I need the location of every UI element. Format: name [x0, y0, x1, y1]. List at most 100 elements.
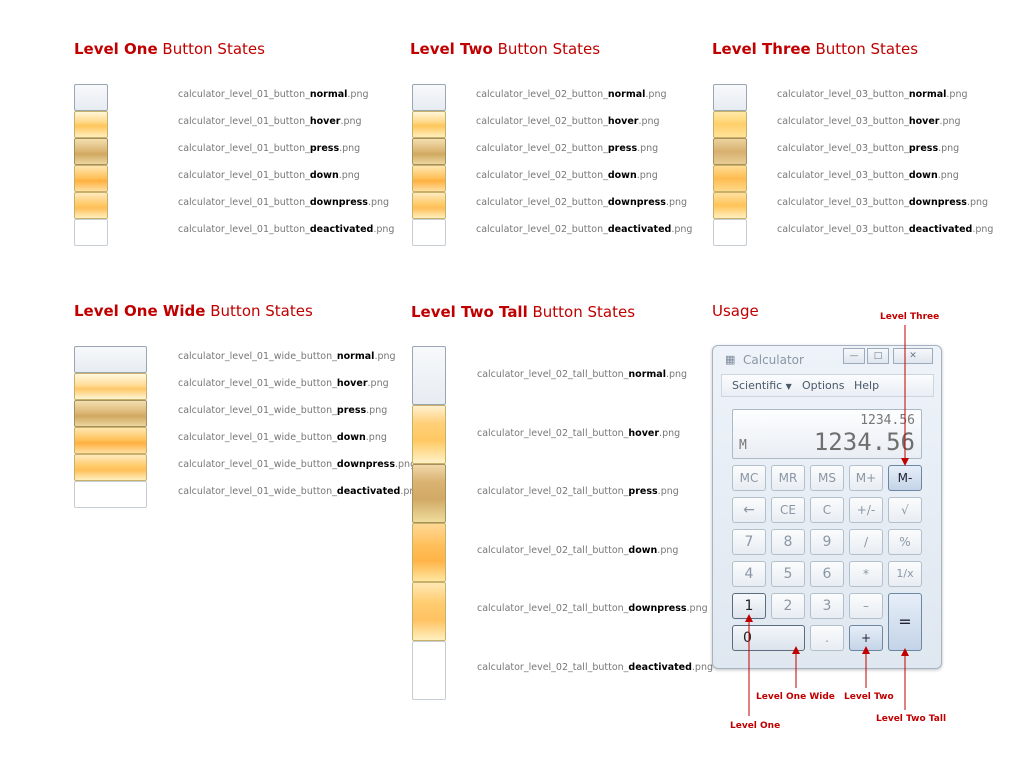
level-two-tall-title: Level Two Tall Button States	[411, 303, 636, 321]
level-one-normal-filename: calculator_level_01_button_normal.png	[178, 89, 369, 100]
level-one-title: Level One Button States	[74, 40, 265, 58]
key-0[interactable]: 0	[732, 625, 805, 651]
level-two-downpress-filename: calculator_level_02_button_downpress.png	[476, 197, 688, 208]
level-one-downpress-filename: calculator_level_01_button_downpress.png	[178, 197, 390, 208]
key-decimal[interactable]: .	[810, 625, 844, 651]
level-two-down-swatch	[412, 165, 446, 192]
level-two-tall-press-filename: calculator_level_02_tall_button_press.pn…	[477, 486, 679, 497]
level-one-wide-deactivated-swatch	[74, 481, 147, 508]
level-two-tall-hover-swatch	[412, 405, 446, 464]
level-three-hover-swatch	[713, 111, 747, 138]
level-one-down-swatch	[74, 165, 108, 192]
key-8[interactable]: 8	[771, 529, 805, 555]
level-three-down-swatch	[713, 165, 747, 192]
level-two-tall-normal-filename: calculator_level_02_tall_button_normal.p…	[477, 369, 688, 380]
annotation-level-three: Level Three	[880, 312, 940, 322]
level-one-wide-normal-swatch	[74, 346, 147, 373]
level-three-normal-filename: calculator_level_03_button_normal.png	[777, 89, 968, 100]
level-one-deactivated-swatch	[74, 219, 108, 246]
key-5[interactable]: 5	[771, 561, 805, 587]
level-two-press-filename: calculator_level_02_button_press.png	[476, 143, 659, 154]
key-subtract[interactable]: –	[849, 593, 883, 619]
key-plus-minus[interactable]: +/-	[849, 497, 883, 523]
level-one-hover-filename: calculator_level_01_button_hover.png	[178, 116, 362, 127]
key-ce[interactable]: CE	[771, 497, 805, 523]
calculator-titlebar: ▦ Calculator — □ ✕	[713, 346, 941, 372]
level-two-normal-swatch	[412, 84, 446, 111]
chevron-down-icon: ▼	[785, 382, 792, 391]
level-one-hover-swatch	[74, 111, 108, 138]
minimize-button[interactable]: —	[843, 348, 865, 364]
level-one-wide-hover-filename: calculator_level_01_wide_button_hover.pn…	[178, 378, 389, 389]
level-one-normal-swatch	[74, 84, 108, 111]
key-equals[interactable]: =	[888, 593, 922, 651]
level-three-down-filename: calculator_level_03_button_down.png	[777, 170, 959, 181]
key-sqrt[interactable]: √	[888, 497, 922, 523]
menu-scientific[interactable]: Scientific ▼	[732, 379, 792, 392]
key-ms[interactable]: MS	[810, 465, 844, 491]
key-4[interactable]: 4	[732, 561, 766, 587]
key-divide[interactable]: /	[849, 529, 883, 555]
level-one-wide-press-filename: calculator_level_01_wide_button_press.pn…	[178, 405, 388, 416]
level-one-press-swatch	[74, 138, 108, 165]
key-add[interactable]: +	[849, 625, 883, 651]
key-m-minus[interactable]: M-	[888, 465, 922, 491]
level-one-wide-down-filename: calculator_level_01_wide_button_down.png	[178, 432, 387, 443]
level-one-wide-down-swatch	[74, 427, 147, 454]
key-percent[interactable]: %	[888, 529, 922, 555]
close-button[interactable]: ✕	[893, 348, 933, 364]
level-three-downpress-swatch	[713, 192, 747, 219]
annotation-level-one: Level One	[730, 721, 781, 731]
level-two-deactivated-filename: calculator_level_02_button_deactivated.p…	[476, 224, 693, 235]
level-three-deactivated-swatch	[713, 219, 747, 246]
level-three-title: Level Three Button States	[712, 40, 919, 58]
key-6[interactable]: 6	[810, 561, 844, 587]
level-two-tall-deactivated-filename: calculator_level_02_tall_button_deactiva…	[477, 662, 714, 673]
level-two-press-swatch	[412, 138, 446, 165]
menu-help[interactable]: Help	[854, 379, 880, 392]
maximize-button[interactable]: □	[867, 348, 889, 364]
calculator-icon: ▦	[725, 353, 736, 366]
level-three-press-swatch	[713, 138, 747, 165]
key-mr[interactable]: MR	[771, 465, 805, 491]
calculator-title: Calculator	[743, 353, 804, 367]
menu-options[interactable]: Options	[802, 379, 845, 392]
key-m-plus[interactable]: M+	[849, 465, 883, 491]
level-one-wide-downpress-filename: calculator_level_01_wide_button_downpres…	[178, 459, 417, 470]
level-two-downpress-swatch	[412, 192, 446, 219]
level-two-tall-hover-filename: calculator_level_02_tall_button_hover.pn…	[477, 428, 681, 439]
display-memory-indicator: M	[739, 438, 747, 453]
level-one-wide-hover-swatch	[74, 373, 147, 400]
key-1[interactable]: 1	[732, 593, 766, 619]
level-three-deactivated-filename: calculator_level_03_button_deactivated.p…	[777, 224, 994, 235]
key-backspace[interactable]: ←	[732, 497, 766, 523]
level-two-tall-press-swatch	[412, 464, 446, 523]
level-two-down-filename: calculator_level_02_button_down.png	[476, 170, 658, 181]
level-one-wide-press-swatch	[74, 400, 147, 427]
level-three-hover-filename: calculator_level_03_button_hover.png	[777, 116, 961, 127]
key-c[interactable]: C	[810, 497, 844, 523]
annotation-level-one-wide: Level One Wide	[756, 692, 835, 702]
level-one-downpress-swatch	[74, 192, 108, 219]
level-two-tall-normal-swatch	[412, 346, 446, 405]
level-two-hover-swatch	[412, 111, 446, 138]
calculator-window: ▦ Calculator — □ ✕ Scientific ▼ Options …	[712, 345, 942, 669]
display-history: 1234.56	[860, 413, 915, 428]
level-two-normal-filename: calculator_level_02_button_normal.png	[476, 89, 667, 100]
level-two-tall-deactivated-swatch	[412, 641, 446, 700]
level-two-hover-filename: calculator_level_02_button_hover.png	[476, 116, 660, 127]
level-two-tall-downpress-swatch	[412, 582, 446, 641]
key-3[interactable]: 3	[810, 593, 844, 619]
level-three-normal-swatch	[713, 84, 747, 111]
key-7[interactable]: 7	[732, 529, 766, 555]
key-2[interactable]: 2	[771, 593, 805, 619]
key-mc[interactable]: MC	[732, 465, 766, 491]
key-9[interactable]: 9	[810, 529, 844, 555]
display-value: 1234.56	[813, 428, 915, 456]
level-one-press-filename: calculator_level_01_button_press.png	[178, 143, 361, 154]
level-one-wide-downpress-swatch	[74, 454, 147, 481]
key-reciprocal[interactable]: 1/x	[888, 561, 922, 587]
level-one-down-filename: calculator_level_01_button_down.png	[178, 170, 360, 181]
level-two-tall-downpress-filename: calculator_level_02_tall_button_downpres…	[477, 603, 708, 614]
key-multiply[interactable]: *	[849, 561, 883, 587]
